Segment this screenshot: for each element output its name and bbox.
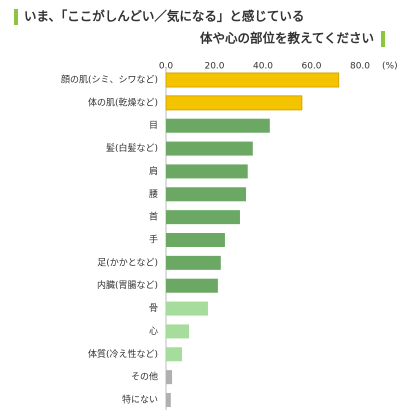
y-tick-label: その他 [131, 371, 158, 383]
unit-label: (%) [382, 62, 398, 72]
bar [166, 278, 218, 293]
x-tick-label: 80.0 [350, 62, 370, 72]
bar [166, 324, 190, 339]
bar [165, 72, 340, 88]
bar [166, 233, 225, 247]
y-tick-label: 特にない [122, 394, 158, 406]
bar [166, 370, 173, 385]
y-tick-label: 心 [149, 326, 158, 337]
title-accent [381, 31, 385, 47]
y-tick-label: 首 [149, 211, 158, 223]
bar [166, 393, 171, 407]
bar [165, 95, 303, 111]
y-tick-label: 目 [149, 120, 158, 131]
chart-title: いま、「ここがしんどい／気になる」と感じている [24, 9, 304, 24]
x-tick-label: 0.0 [159, 62, 174, 72]
y-tick-label: 腰 [149, 189, 158, 200]
y-tick-label: 手 [149, 234, 158, 246]
bar [166, 187, 247, 202]
x-tick-label: 20.0 [204, 62, 224, 72]
bar [166, 141, 253, 156]
bar [166, 301, 208, 316]
bar [166, 118, 270, 133]
y-tick-label: 髪(白髪など) [106, 142, 158, 154]
bar [166, 255, 221, 270]
y-tick-label: 肩 [149, 165, 158, 177]
bar [166, 210, 240, 225]
title-accent [14, 9, 18, 25]
x-tick-label: 40.0 [253, 62, 273, 72]
y-tick-label: 体質(冷え性など) [88, 348, 158, 360]
x-tick-label: 60.0 [301, 62, 321, 72]
y-tick-label: 足(かかとなど) [97, 257, 158, 268]
y-tick-label: 内臓(胃腸など) [97, 279, 158, 291]
chart-title: 体や心の部位を教えてください [200, 31, 374, 46]
bar [166, 347, 183, 362]
y-tick-label: 体の肌(乾燥など) [88, 96, 158, 108]
y-tick-label: 顔の肌(シミ、シワなど) [61, 74, 158, 86]
y-tick-label: 骨 [149, 303, 158, 314]
bar [166, 164, 248, 179]
